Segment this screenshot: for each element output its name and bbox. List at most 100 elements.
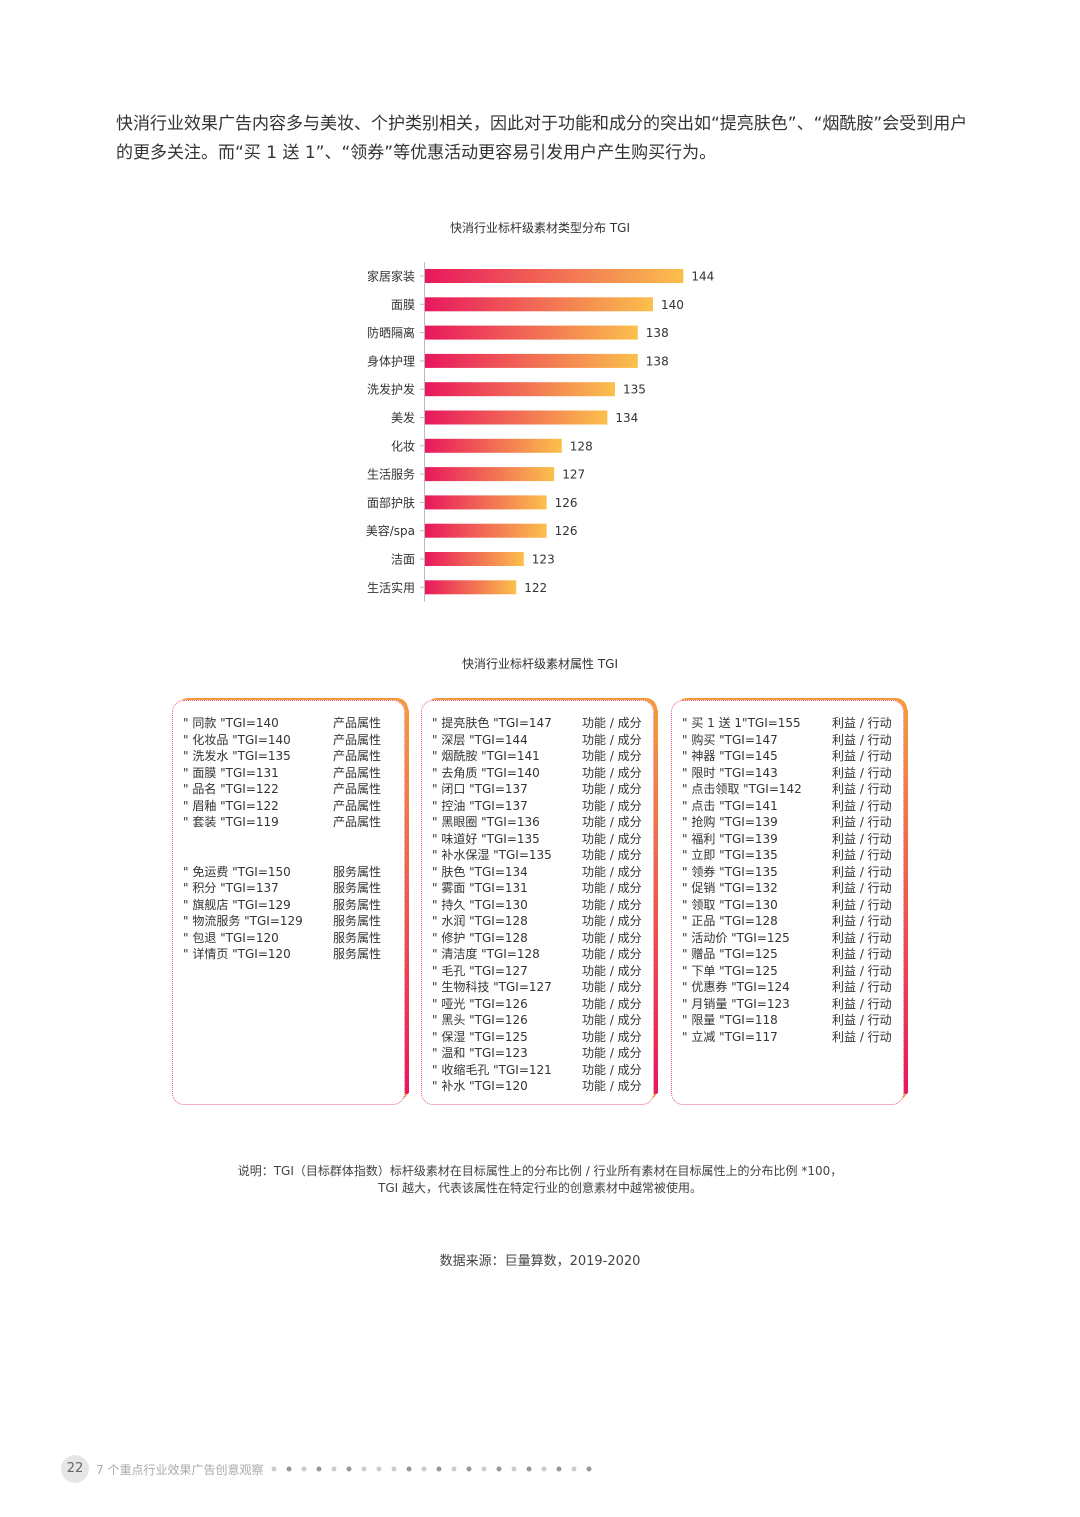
attribute-row: " 眉釉 "TGI=122 产品属性 (183, 798, 404, 815)
value-label: 144 (691, 270, 714, 284)
term-tgi: " 哑光 "TGI=126 (432, 996, 528, 1011)
term-tgi: " 温和 "TGI=123 (432, 1046, 528, 1060)
bar (425, 382, 615, 397)
attribute-type: 服务属性 (333, 914, 382, 928)
attribute-row: " 下单 "TGI=125 利益 / 行动 (682, 963, 903, 980)
attribute-row: " 闭口 "TGI=137 功能 / 成分 (432, 781, 653, 798)
attribute-row: " 详情页 "TGI=120 服务属性 (183, 946, 404, 963)
category-label: 洁面 (391, 553, 415, 567)
bar (425, 523, 547, 538)
term-tgi: " 旗舰店 "TGI=129 (183, 897, 291, 912)
attribute-type: 功能 / 成分 (582, 881, 642, 895)
attribute-row: " 套装 "TGI=119 产品属性 (183, 814, 404, 831)
category-label: 身体护理 (367, 353, 415, 368)
attribute-row: " 促销 "TGI=132 利益 / 行动 (682, 880, 903, 897)
attribute-row: " 黑头 "TGI=126 功能 / 成分 (432, 1012, 653, 1029)
attribute-type: 功能 / 成分 (582, 798, 642, 813)
source: 数据来源：巨量算数，2019-2020 (439, 1254, 641, 1269)
category-label: 化妆 (391, 439, 415, 453)
attribute-type: 利益 / 行动 (832, 914, 892, 928)
term-tgi: " 深层 "TGI=144 (432, 732, 528, 747)
term-tgi: " 优惠券 "TGI=124 (682, 980, 790, 994)
attribute-type: 利益 / 行动 (832, 798, 892, 813)
term-tgi: " 包退 "TGI=120 (183, 930, 279, 945)
term-tgi: " 水润 "TGI=128 (432, 914, 528, 928)
attribute-type: 功能 / 成分 (582, 732, 642, 747)
attribute-row: " 面膜 "TGI=131 产品属性 (183, 765, 404, 782)
term-tgi: " 同款 "TGI=140 (183, 716, 279, 730)
intro-text: 快消行业效果广告内容多与美妆、个护类别相关，因此对于功能和成分的突出如“提亮肤色… (116, 114, 968, 163)
attribute-row: " 物流服务 "TGI=129 服务属性 (183, 913, 404, 930)
value-label: 134 (615, 411, 638, 425)
attribute-row: " 味道好 "TGI=135 功能 / 成分 (432, 831, 653, 848)
attribute-row: " 赠品 "TGI=125 利益 / 行动 (682, 946, 903, 963)
term-tgi: " 抢购 "TGI=139 (682, 815, 778, 829)
attribute-row: " 水润 "TGI=128 功能 / 成分 (432, 913, 653, 930)
attribute-group: " 免运费 "TGI=150 服务属性 " 积分 "TGI=137 服务属性 " 旗舰店… (183, 864, 404, 963)
attribute-type: 利益 / 行动 (832, 1029, 892, 1044)
term-tgi: " 补水保湿 "TGI=135 (432, 848, 552, 862)
bar (425, 269, 684, 283)
term-tgi: " 积分 "TGI=137 (183, 881, 279, 895)
attribute-type: 利益 / 行动 (832, 716, 892, 730)
term-tgi: " 套装 "TGI=119 (183, 815, 279, 829)
term-tgi: " 提亮肤色 "TGI=147 (432, 716, 552, 730)
attribute-row: " 烟酰胺 "TGI=141 功能 / 成分 (432, 748, 653, 765)
term-tgi: " 限量 "TGI=118 (682, 1013, 778, 1027)
attribute-type: 利益 / 行动 (832, 815, 892, 829)
attribute-row: " 积分 "TGI=137 服务属性 (183, 880, 404, 897)
term-tgi: " 买 1 送 1"TGI=155 (682, 716, 801, 730)
term-tgi: " 点击 "TGI=141 (682, 798, 778, 813)
section-title: 快消行业标杆级素材属性 TGI (462, 657, 618, 671)
attribute-row: " 免运费 "TGI=150 服务属性 (183, 864, 404, 881)
attribute-row: " 领取 "TGI=130 利益 / 行动 (682, 897, 903, 914)
term-tgi: " 正品 "TGI=128 (682, 914, 778, 928)
value-label: 126 (555, 496, 578, 510)
attribute-type: 功能 / 成分 (582, 1029, 642, 1044)
attribute-row: " 补水 "TGI=120 功能 / 成分 (432, 1078, 653, 1095)
attribute-row: " 立即 "TGI=135 利益 / 行动 (682, 847, 903, 864)
attribute-type: 利益 / 行动 (832, 897, 892, 912)
attribute-type: 服务属性 (333, 864, 382, 879)
attribute-type: 功能 / 成分 (582, 897, 642, 912)
attribute-row: " 购买 "TGI=147 利益 / 行动 (682, 732, 903, 749)
category-label: 防晒隔离 (367, 325, 415, 340)
bar (425, 495, 547, 510)
term-tgi: " 持久 "TGI=130 (432, 897, 528, 912)
attribute-type: 功能 / 成分 (582, 963, 642, 978)
term-tgi: " 下单 "TGI=125 (682, 963, 778, 978)
attribute-type: 功能 / 成分 (582, 930, 642, 945)
attribute-type: 服务属性 (333, 930, 382, 945)
attribute-row: " 肤色 "TGI=134 功能 / 成分 (432, 864, 653, 881)
attribute-type: 功能 / 成分 (582, 980, 642, 994)
term-tgi: " 领券 "TGI=135 (682, 864, 778, 879)
attribute-row: " 提亮肤色 "TGI=147 功能 / 成分 (432, 715, 653, 732)
term-tgi: " 月销量 "TGI=123 (682, 996, 790, 1011)
term-tgi: " 闭口 "TGI=137 (432, 782, 528, 796)
attribute-row: " 深层 "TGI=144 功能 / 成分 (432, 732, 653, 749)
attribute-row: " 持久 "TGI=130 功能 / 成分 (432, 897, 653, 914)
term-tgi: " 洗发水 "TGI=135 (183, 749, 291, 763)
category-label: 生活服务 (367, 467, 415, 482)
attribute-group: " 同款 "TGI=140 产品属性 " 化妆品 "TGI=140 产品属性 " 洗发水… (183, 715, 404, 831)
attribute-row: " 收缩毛孔 "TGI=121 功能 / 成分 (432, 1062, 653, 1079)
attribute-type: 功能 / 成分 (582, 815, 642, 829)
term-tgi: " 清洁度 "TGI=128 (432, 947, 540, 961)
attribute-row: " 雾面 "TGI=131 功能 / 成分 (432, 880, 653, 897)
term-tgi: " 味道好 "TGI=135 (432, 831, 540, 846)
attribute-type: 功能 / 成分 (582, 1046, 642, 1060)
attribute-type: 功能 / 成分 (582, 1013, 642, 1027)
attribute-row: " 控油 "TGI=137 功能 / 成分 (432, 798, 653, 815)
term-tgi: " 福利 "TGI=139 (682, 831, 778, 846)
term-tgi: " 点击领取 "TGI=142 (682, 782, 802, 796)
bar (425, 410, 608, 425)
attribute-row: " 保湿 "TGI=125 功能 / 成分 (432, 1029, 653, 1046)
value-label: 127 (562, 468, 585, 482)
attribute-row: " 生物科技 "TGI=127 功能 / 成分 (432, 979, 653, 996)
attribute-row: " 限量 "TGI=118 利益 / 行动 (682, 1012, 903, 1029)
term-tgi: " 面膜 "TGI=131 (183, 765, 279, 780)
term-tgi: " 肤色 "TGI=134 (432, 864, 528, 879)
term-tgi: " 购买 "TGI=147 (682, 732, 778, 747)
term-tgi: " 立即 "TGI=135 (682, 848, 778, 862)
